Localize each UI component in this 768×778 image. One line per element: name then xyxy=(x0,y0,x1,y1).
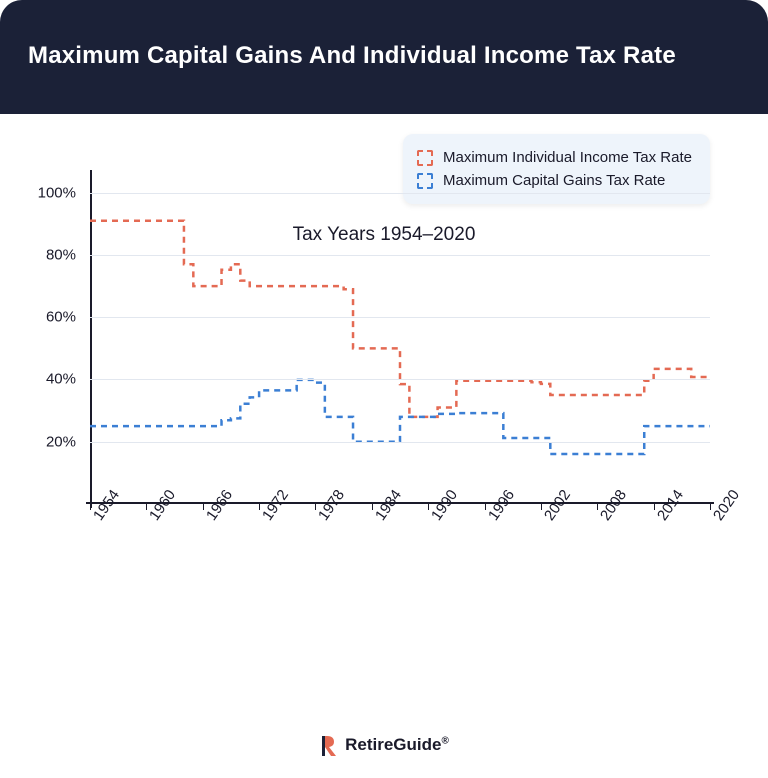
gridline xyxy=(90,442,710,443)
x-tick xyxy=(315,504,316,510)
footer-brand: RetireGuide® xyxy=(0,734,768,756)
brand-name: RetireGuide® xyxy=(345,735,449,755)
y-tick-label: 100% xyxy=(38,184,76,201)
card-header: Maximum Capital Gains And Individual Inc… xyxy=(0,0,768,114)
registered-mark: ® xyxy=(441,735,448,746)
x-tick xyxy=(90,504,91,510)
y-tick-label: 20% xyxy=(46,433,76,450)
series-line xyxy=(90,221,710,417)
brand-name-text: RetireGuide xyxy=(345,735,441,754)
x-tick xyxy=(541,504,542,510)
x-tick-label: 2020 xyxy=(710,487,743,524)
x-tick xyxy=(654,504,655,510)
y-tick-label: 40% xyxy=(46,371,76,388)
x-tick xyxy=(428,504,429,510)
legend-item: Maximum Individual Income Tax Rate xyxy=(417,146,692,169)
x-tick xyxy=(372,504,373,510)
chart-title: Maximum Capital Gains And Individual Inc… xyxy=(28,42,740,70)
x-tick xyxy=(146,504,147,510)
legend-label: Maximum Individual Income Tax Rate xyxy=(443,149,692,166)
legend-label: Maximum Capital Gains Tax Rate xyxy=(443,172,665,189)
x-tick xyxy=(710,504,711,510)
gridline xyxy=(90,255,710,256)
legend-swatch-icon xyxy=(417,173,433,189)
brand-logo-icon xyxy=(319,734,339,756)
y-tick-label: 60% xyxy=(46,309,76,326)
series-line xyxy=(90,380,710,454)
gridline xyxy=(90,193,710,194)
x-tick xyxy=(485,504,486,510)
gridline xyxy=(90,379,710,380)
gridline xyxy=(90,317,710,318)
legend-item: Maximum Capital Gains Tax Rate xyxy=(417,169,692,192)
legend-swatch-icon xyxy=(417,150,433,166)
x-tick xyxy=(597,504,598,510)
y-tick-label: 80% xyxy=(46,246,76,263)
x-tick xyxy=(259,504,260,510)
chart-card: Maximum Capital Gains And Individual Inc… xyxy=(0,0,768,778)
chart-area: Maximum Individual Income Tax Rate Maxim… xyxy=(0,114,768,584)
line-series-svg xyxy=(90,174,710,504)
x-tick xyxy=(203,504,204,510)
plot-region: Maximum Individual Income Tax Rate Maxim… xyxy=(90,174,710,504)
